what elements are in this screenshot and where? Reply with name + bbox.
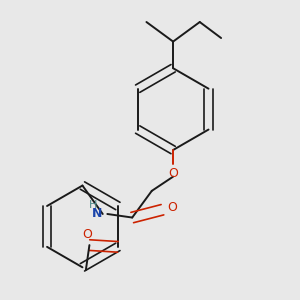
Text: H: H [89,200,97,210]
Text: N: N [92,208,103,220]
Text: O: O [167,201,177,214]
Text: O: O [83,228,93,241]
Text: O: O [168,167,178,180]
